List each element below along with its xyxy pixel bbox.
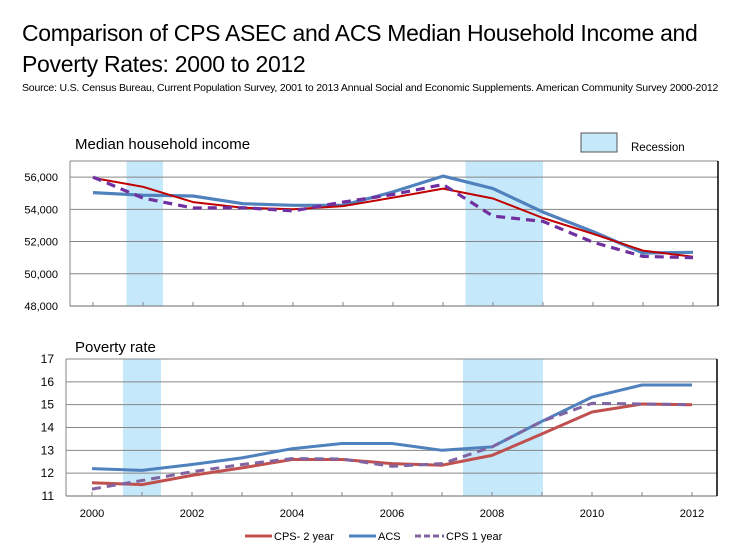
poverty-panel-title: Poverty rate	[75, 339, 156, 356]
y-tick-label: 56,000	[24, 172, 58, 184]
chart-title: Comparison of CPS ASEC and ACS Median Ho…	[22, 20, 698, 77]
x-tick-label: 2006	[380, 508, 404, 520]
x-tick-label: 2000	[80, 508, 104, 520]
recession-band	[126, 161, 163, 306]
series-legend: CPS- 2 year ACS CPS 1 year	[245, 531, 503, 543]
y-tick-label: 14	[41, 421, 55, 435]
y-tick-label: 12	[41, 466, 55, 480]
legend-label-cps1: CPS 1 year	[446, 531, 503, 543]
line-cps-1-year	[92, 175, 694, 260]
x-tick-label: 2002	[180, 508, 204, 520]
line-cps-2-year	[92, 176, 694, 258]
y-tick-label: 50,000	[24, 269, 58, 281]
source-note: Source: U.S. Census Bureau, Current Popu…	[22, 82, 719, 94]
line-cps-2-year	[91, 402, 693, 487]
y-tick-label: 15	[41, 398, 55, 412]
legend-label-acs: ACS	[378, 531, 401, 543]
recession-legend-swatch	[580, 132, 618, 153]
x-tick-label: 2012	[680, 508, 704, 520]
x-tick-label: 2008	[480, 508, 504, 520]
x-tick-label: 2010	[580, 508, 604, 520]
x-tick-label: 2004	[280, 508, 304, 520]
recession-legend-label: Recession	[631, 142, 685, 154]
y-tick-label: 48,000	[24, 301, 58, 313]
y-tick-label: 13	[41, 443, 55, 457]
legend-label-cps2: CPS- 2 year	[274, 531, 334, 543]
y-tick-label: 54,000	[24, 204, 58, 216]
line-acs	[91, 383, 692, 472]
income-panel-title: Median household income	[75, 136, 250, 153]
y-tick-label: 52,000	[24, 237, 58, 249]
line-acs	[92, 174, 694, 255]
y-tick-label: 16	[41, 375, 55, 389]
y-tick-label: 11	[42, 489, 55, 503]
poverty-panel: Poverty rate 11 12 13 14 15 16 17 2000 2002 2004…	[41, 339, 718, 520]
recession-band	[465, 161, 543, 306]
income-panel: Median household income Recession 48,000…	[24, 132, 719, 313]
y-tick-label: 17	[41, 352, 55, 366]
